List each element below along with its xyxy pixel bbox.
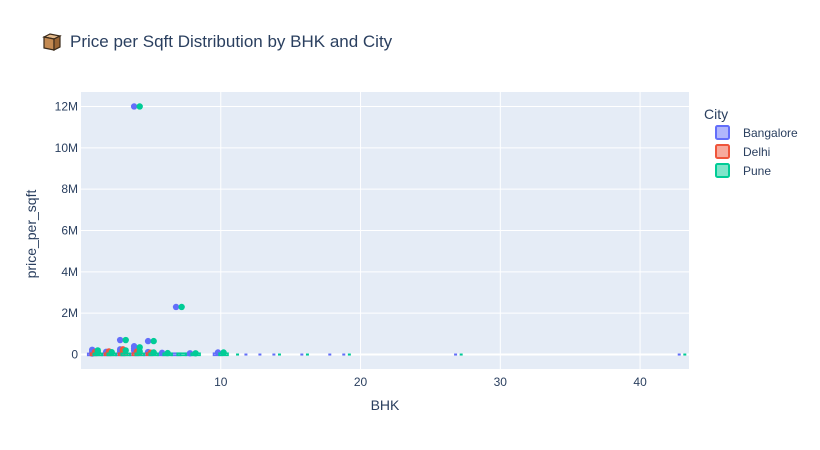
- legend-swatch: [715, 163, 730, 178]
- legend-label: Delhi: [743, 145, 770, 159]
- series-pune: [92, 103, 687, 357]
- x-tick-label: 30: [494, 375, 508, 389]
- legend-item-delhi[interactable]: Delhi: [715, 144, 770, 159]
- x-tick-label: 20: [354, 375, 368, 389]
- y-tick-label: 0: [71, 348, 78, 362]
- box-mark: [120, 352, 131, 357]
- outlier-point: [164, 349, 171, 357]
- legend-item-bangalore[interactable]: Bangalore: [715, 125, 798, 140]
- chart-marks: [86, 103, 687, 357]
- y-tick-label: 6M: [61, 224, 78, 238]
- y-axis-ticks: 0 2M 4M 6M 8M 10M 12M: [55, 99, 79, 361]
- y-tick-label: 10M: [55, 141, 78, 155]
- outlier-point: [122, 336, 129, 344]
- outlier-point: [130, 103, 138, 110]
- outlier-point: [220, 349, 227, 356]
- legend-label: Pune: [743, 164, 771, 178]
- box-mark: [176, 352, 187, 357]
- y-tick-label: 12M: [55, 99, 78, 113]
- outlier-point: [122, 347, 129, 354]
- y-tick-label: 2M: [61, 306, 78, 320]
- outlier-point: [144, 337, 152, 345]
- legend-item-pune[interactable]: Pune: [715, 163, 771, 178]
- x-axis-title: BHK: [371, 397, 400, 413]
- cube-box-icon: [42, 33, 62, 51]
- x-tick-label: 10: [214, 375, 228, 389]
- chart-title-row: Price per Sqft Distribution by BHK and C…: [42, 32, 392, 52]
- legend[interactable]: Bangalore Delhi Pune: [715, 125, 798, 178]
- outlier-point: [136, 103, 143, 110]
- y-tick-label: 8M: [61, 182, 78, 196]
- outlier-point: [108, 349, 115, 356]
- x-tick-label: 40: [633, 375, 647, 389]
- outlier-point: [136, 348, 143, 355]
- outlier-point: [116, 336, 124, 344]
- y-tick-label: 4M: [61, 265, 78, 279]
- legend-label: Bangalore: [743, 126, 798, 140]
- outlier-point: [178, 303, 185, 311]
- outlier-point: [94, 349, 101, 356]
- outlier-point: [192, 350, 199, 357]
- legend-swatch: [715, 125, 730, 140]
- outlier-point: [150, 337, 157, 345]
- outlier-point: [150, 349, 157, 356]
- chart-title: Price per Sqft Distribution by BHK and C…: [70, 32, 393, 51]
- outlier-point: [172, 303, 180, 311]
- legend-swatch: [715, 144, 730, 159]
- legend-title: City: [704, 106, 728, 122]
- y-axis-title: price_per_sqft: [23, 190, 39, 279]
- x-axis-ticks: 10 20 30 40: [214, 375, 647, 389]
